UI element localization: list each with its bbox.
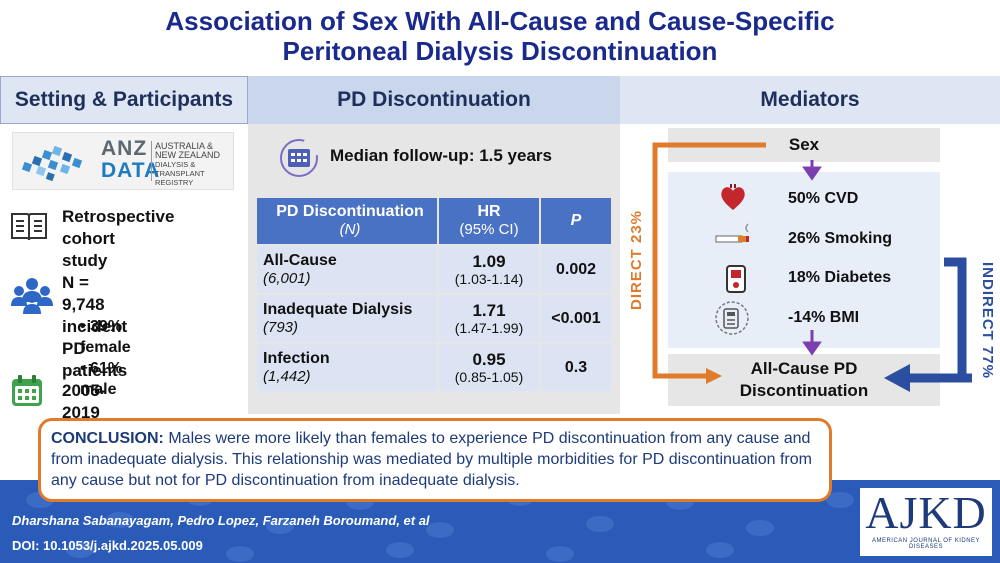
direct-label: DIRECT 23% xyxy=(628,209,645,311)
open-book-icon xyxy=(11,213,47,241)
outcome-line-2: Discontinuation xyxy=(739,381,869,400)
p-cell: 0.002 xyxy=(541,246,611,293)
outcome-line-1: All-Cause PD xyxy=(750,359,858,378)
ci-value: (1.03-1.14) xyxy=(454,270,524,287)
table-row: Inadequate Dialysis (793) 1.71 (1.47-1.9… xyxy=(257,295,611,342)
hazard-ratio-table: PD Discontinuation (N) HR (95% CI) P All… xyxy=(255,196,613,393)
participants-text: N = 9,748 incident PD patients xyxy=(62,272,127,382)
title-line-2: Peritoneal Dialysis Discontinuation xyxy=(282,36,718,66)
hr-value: 1.09 xyxy=(472,251,506,271)
title-line-1: Association of Sex With All-Cause and Ca… xyxy=(165,6,835,36)
col-hr-header: HR (95% CI) xyxy=(439,198,539,244)
ajkd-logo-text: AJKD xyxy=(865,487,987,538)
table-header-row: PD Discontinuation (N) HR (95% CI) P xyxy=(257,198,611,244)
calendar-icon xyxy=(12,375,42,406)
page-title: Association of Sex With All-Cause and Ca… xyxy=(0,6,1000,66)
outcome-name: Inadequate Dialysis xyxy=(263,301,413,318)
registry-line-1: AUSTRALIA & xyxy=(155,141,214,151)
anzdata-logo: ANZ DATA AUSTRALIA & NEW ZEALAND DIALYSI… xyxy=(12,132,234,190)
outcome-n: (6,001) xyxy=(263,270,311,287)
section-header-row: Setting & Participants PD Discontinuatio… xyxy=(0,76,1000,124)
table-row: All-Cause (6,001) 1.09 (1.03-1.14) 0.002 xyxy=(257,246,611,293)
col-hr-sub: (95% CI) xyxy=(459,221,519,238)
indirect-label: INDIRECT 77% xyxy=(979,262,996,380)
conclusion-label: CONCLUSION: xyxy=(51,430,164,447)
outcome-cell: All-Cause (6,001) xyxy=(257,246,437,293)
cigarette-icon xyxy=(715,223,749,243)
doi-link[interactable]: DOI: 10.1053/j.ajkd.2025.05.009 xyxy=(12,538,203,553)
authors: Dharshana Sabanayagam, Pedro Lopez, Farz… xyxy=(12,513,430,528)
registry-name: AUSTRALIA & NEW ZEALAND DIALYSIS & TRANS… xyxy=(155,141,235,188)
bmi-scale-icon xyxy=(715,301,749,335)
heart-icon xyxy=(721,184,745,210)
outcome-cell: Inadequate Dialysis (793) xyxy=(257,295,437,342)
people-group-icon xyxy=(11,278,53,314)
outcome-box: All-Cause PD Discontinuation xyxy=(668,354,940,406)
mediator-bmi: -14% BMI xyxy=(788,309,860,326)
male-value: 61% male xyxy=(80,360,123,398)
col-outcome-title: PD Discontinuation xyxy=(276,203,424,220)
calendar-clock-icon xyxy=(280,139,318,177)
n-line-2: PD patients xyxy=(62,339,128,380)
mediator-smoking: 26% Smoking xyxy=(788,230,893,247)
p-cell: <0.001 xyxy=(541,295,611,342)
header-mediators: Mediators xyxy=(620,76,1000,124)
header-pd-discontinuation: PD Discontinuation xyxy=(248,76,620,124)
years-text: 2005-2019 xyxy=(62,381,106,422)
registry-line-3: DIALYSIS & TRANSPLANT xyxy=(155,160,205,178)
col-outcome-header: PD Discontinuation (N) xyxy=(257,198,437,244)
design-text: Retrospective cohort study xyxy=(62,206,174,272)
female-value: 39% female xyxy=(80,318,131,356)
design-line-1: Retrospective cohort xyxy=(62,207,175,248)
ci-value: (0.85-1.05) xyxy=(454,368,524,385)
mediator-diabetes: 18% Diabetes xyxy=(788,269,892,286)
bullet-male: • 61% male xyxy=(80,360,123,398)
hr-value: 0.95 xyxy=(472,349,506,369)
sex-breakdown: • 39% female • 61% male xyxy=(70,316,131,400)
outcome-cell: Infection (1,442) xyxy=(257,344,437,391)
anz-text: ANZ xyxy=(101,137,148,160)
mediator-cvd: 50% CVD xyxy=(788,190,859,207)
registry-line-2: NEW ZEALAND xyxy=(155,150,221,160)
n-line-1: N = 9,748 incident xyxy=(62,273,128,336)
design-line-2: study xyxy=(62,251,108,270)
hr-value: 1.71 xyxy=(472,300,506,320)
col-p-header: P xyxy=(541,198,611,244)
hr-cell: 0.95 (0.85-1.05) xyxy=(439,344,539,391)
outcome-name: Infection xyxy=(263,350,330,367)
median-followup: Median follow-up: 1.5 years xyxy=(330,146,552,165)
ajkd-logo-subtitle: AMERICAN JOURNAL OF KIDNEY DISEASES xyxy=(871,538,981,550)
outcome-n: (1,442) xyxy=(263,368,311,385)
col-hr-title: HR xyxy=(477,203,501,220)
hr-cell: 1.71 (1.47-1.99) xyxy=(439,295,539,342)
hr-cell: 1.09 (1.03-1.14) xyxy=(439,246,539,293)
conclusion-text: Males were more likely than females to e… xyxy=(51,430,812,489)
logo-divider xyxy=(151,141,152,181)
outcome-n: (793) xyxy=(263,319,299,336)
bullet-female: • 39% female xyxy=(80,318,131,356)
ci-value: (1.47-1.99) xyxy=(454,319,524,336)
glucose-meter-icon xyxy=(726,265,746,293)
header-setting: Setting & Participants xyxy=(0,76,248,124)
col-outcome-sub: (N) xyxy=(339,221,361,238)
sex-box: Sex xyxy=(668,128,940,162)
ajkd-logo: AJKD AMERICAN JOURNAL OF KIDNEY DISEASES xyxy=(860,488,992,556)
col-p-title: P xyxy=(570,212,582,229)
p-cell: 0.3 xyxy=(541,344,611,391)
table-row: Infection (1,442) 0.95 (0.85-1.05) 0.3 xyxy=(257,344,611,391)
outcome-name: All-Cause xyxy=(263,252,337,269)
registry-line-4: REGISTRY xyxy=(155,178,194,187)
conclusion-box: CONCLUSION: Males were more likely than … xyxy=(38,418,832,502)
cubes-icon xyxy=(21,145,83,182)
data-text: DATA xyxy=(101,159,161,182)
